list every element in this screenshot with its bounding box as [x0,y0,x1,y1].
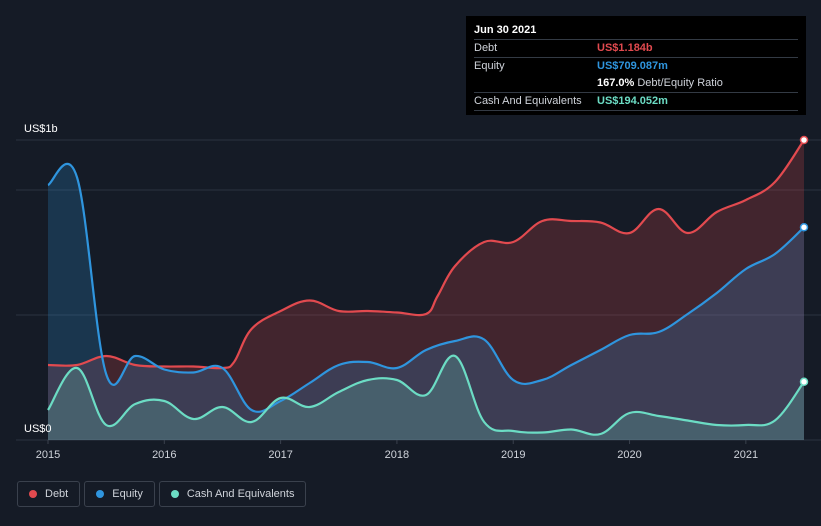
tooltip-ratio-label: Debt/Equity Ratio [637,77,723,89]
line-equity [47,162,805,413]
end-marker-debt [799,135,809,145]
legend: Debt Equity Cash And Equivalents [17,481,307,507]
legend-item-equity[interactable]: Equity [84,481,155,507]
tooltip-ratio-spacer [474,75,597,92]
x-tick-label-2018: 2018 [385,449,409,461]
x-tick-label-2016: 2016 [152,449,176,461]
tooltip-debt-row: Debt US$1.184b [474,40,798,58]
tooltip-cash-value: US$194.052m [597,95,668,107]
tooltip-cash-row: Cash And Equivalents US$194.052m [474,93,798,111]
line-debt [47,139,805,370]
tooltip-date: Jun 30 2021 [474,22,798,40]
series-areas [48,140,804,440]
tooltip-equity-label: Equity [474,60,505,72]
area-cash [48,355,804,440]
tooltip-equity-row: Equity US$709.087m [474,58,798,75]
tooltip-debt-label: Debt [474,42,498,54]
legend-dot-equity [96,490,105,498]
tooltip: Jun 30 2021 Debt US$1.184b Equity US$709… [466,16,806,115]
tooltip-debt-value: US$1.184b [597,42,653,54]
tooltip-ratio-value: 167.0% [597,77,635,89]
end-marker-equity [799,223,809,232]
x-tick-label-2017: 2017 [268,449,292,461]
x-tick-label-2020: 2020 [617,449,641,461]
x-tick-label-2019: 2019 [501,449,525,461]
legend-dot-cash [170,490,179,498]
series-lines [47,139,805,436]
legend-item-cash[interactable]: Cash And Equivalents [158,481,307,507]
tooltip-equity-value: US$709.087m [597,60,668,72]
y-axis-top-label: US$1b [24,123,58,135]
y-axis-bottom-label: US$0 [24,423,52,435]
area-debt [48,140,804,440]
area-equity [48,163,804,440]
line-cash [47,354,805,436]
legend-label-equity: Equity [112,488,143,500]
end-markers [799,135,809,387]
tooltip-ratio-row: 167.0% Debt/Equity Ratio [474,75,798,93]
x-tick-label-2015: 2015 [36,449,60,461]
end-marker-cash [799,377,809,387]
x-tick-label-2021: 2021 [734,449,758,461]
tooltip-cash-label: Cash And Equivalents [474,95,582,107]
legend-label-cash: Cash And Equivalents [186,488,295,500]
legend-dot-debt [29,490,37,498]
x-axis-ticks: 2015 2016 2017 2018 2019 2020 2021 [36,440,758,461]
legend-item-debt[interactable]: Debt [17,481,81,507]
legend-label-debt: Debt [45,488,69,500]
